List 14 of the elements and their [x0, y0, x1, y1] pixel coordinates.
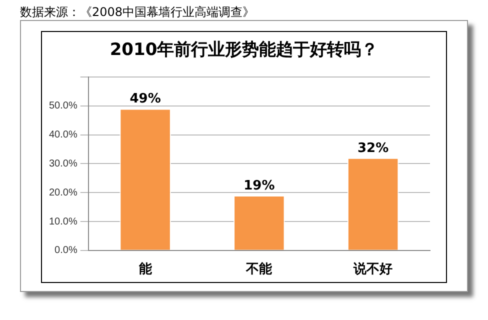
x-tick-label: 不能	[245, 260, 274, 276]
y-tick-label: 10.0%	[48, 216, 78, 228]
data-label: 49%	[130, 92, 161, 107]
y-tick-label: 40.0%	[48, 130, 78, 141]
source-note: 数据来源：《2008中国幕墙行业高端调查》	[20, 4, 255, 21]
data-label: 19%	[244, 178, 275, 194]
y-tick-label: 20.0%	[48, 187, 78, 198]
x-tick-label: 说不好	[352, 260, 393, 276]
y-tick-label: 0.0%	[54, 245, 78, 256]
chart-title: 2010年前行业形势能趋于好转吗？	[108, 39, 380, 61]
y-tick-label: 30.0%	[48, 158, 78, 170]
y-tick-label: 50.0%	[48, 100, 78, 112]
data-label: 32%	[357, 140, 389, 156]
x-tick-label: 能	[138, 260, 153, 276]
